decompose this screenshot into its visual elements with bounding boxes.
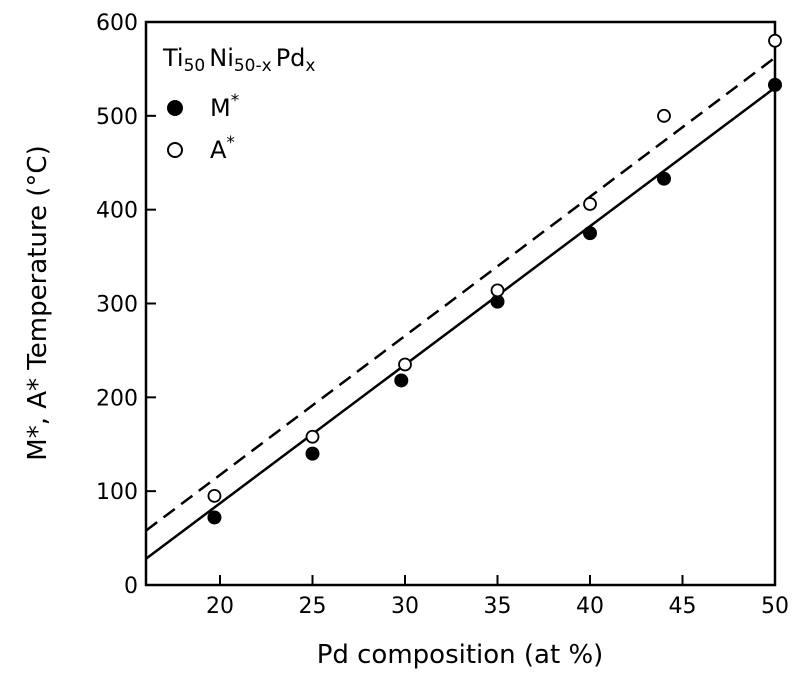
data-point-a-star [583,197,597,211]
y-tick-label: 100 [96,480,138,505]
x-tick-label: 40 [576,594,604,619]
data-point-m-star [305,446,320,461]
y-tick-label: 500 [96,105,138,130]
data-point-m-star [394,373,409,388]
legend: Ti50 Ni50-x Pdx M* A* [162,44,315,164]
data-points [207,33,782,525]
x-tick-label: 45 [669,594,697,619]
fit-line-a-star [145,56,776,532]
data-point-m-star [768,77,782,92]
data-point-a-star [207,488,222,503]
x-tick-label: 35 [484,594,512,619]
data-point-a-star [398,357,412,372]
legend-label-m-star: M* [210,91,239,122]
y-axis-title: M*, A* Temperature (°C) [23,145,53,460]
data-point-a-star [768,33,782,48]
y-tick-label: 200 [96,386,138,411]
data-point-a-star [305,429,320,444]
y-tick-label: 600 [96,11,138,36]
x-tick-label: 50 [761,594,789,619]
y-tick-label: 300 [96,293,138,318]
legend-label-a-star: A* [210,133,235,164]
legend-marker-m-star [167,100,183,116]
x-tick-label: 30 [391,594,419,619]
y-tick-label: 400 [96,199,138,224]
fit-line-m-star [145,86,776,560]
legend-marker-a-star [167,142,183,158]
data-point-m-star [207,510,222,525]
legend-title: Ti50 Ni50-x Pdx [162,44,315,76]
y-tick-label: 0 [124,574,138,599]
fit-lines [145,56,776,560]
plot-frame [144,20,777,587]
x-tick-label: 25 [299,594,327,619]
data-point-m-star [583,226,597,241]
data-point-m-star [657,171,671,186]
x-axis-title: Pd composition (at %) [317,640,604,670]
x-tick-label: 20 [206,594,234,619]
data-point-a-star [657,108,671,123]
data-point-a-star [490,283,505,298]
